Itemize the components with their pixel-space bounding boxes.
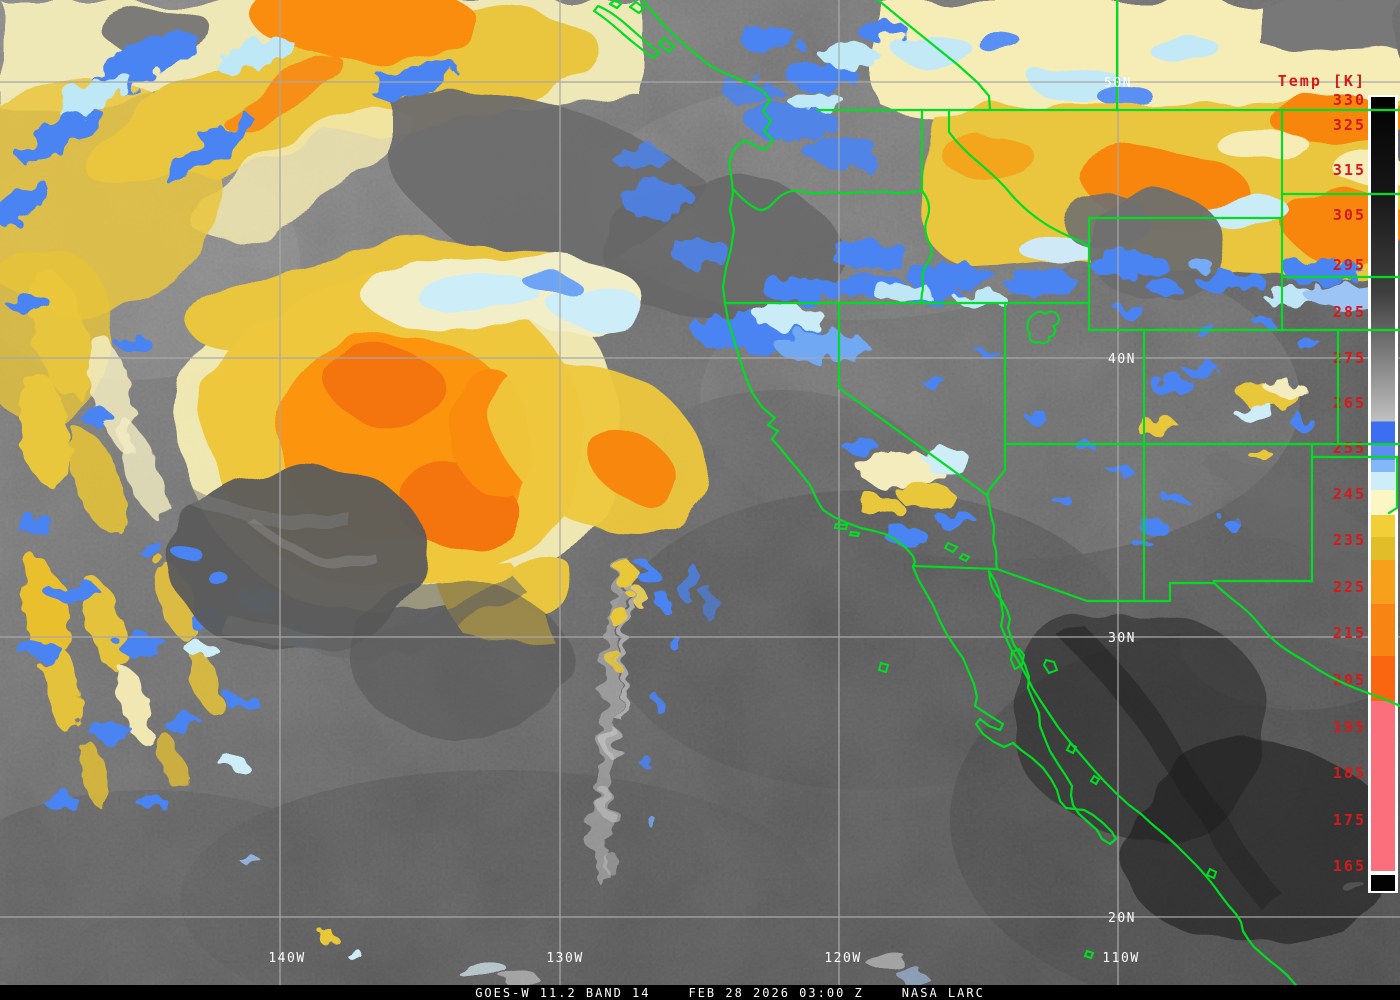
colorbar-tick: 305 xyxy=(1333,206,1366,224)
grid-labels: 50N 40N 30N 20N 140W 130W 120W 110W xyxy=(268,76,1139,966)
caption-instrument: GOES-W 11.2 BAND 14 xyxy=(475,985,651,1000)
lat-label-20n: 20N xyxy=(1108,911,1136,926)
colorbar-tick-labels: 330 325 315 305 295 285 275 265 255 245 … xyxy=(1333,91,1366,875)
great-salt-lake xyxy=(1026,310,1061,345)
colorbar-tick: 185 xyxy=(1333,764,1366,782)
colorbar-tick: 265 xyxy=(1333,394,1366,412)
bc-alberta-border xyxy=(876,0,992,112)
colorbar-tick: 195 xyxy=(1333,718,1366,736)
colorbar-tick: 285 xyxy=(1333,303,1366,321)
vancouver-island xyxy=(592,4,661,60)
cold-front-tail xyxy=(593,558,717,887)
speckle-cloud-layer xyxy=(0,20,1385,550)
nv-az-border xyxy=(985,442,1007,497)
lon-label-120w: 120W xyxy=(824,951,861,966)
rio-grande-border xyxy=(1212,581,1400,708)
caption-credit: NASA LARC xyxy=(901,985,985,1000)
mexico-terrain-shading xyxy=(1010,610,1395,945)
colorbar-tick: 315 xyxy=(1333,161,1366,179)
colorbar-tick: 175 xyxy=(1333,811,1366,829)
colorbar-gradient xyxy=(1371,97,1395,891)
temperature-colorbar: Temp [K] 330 325 315 305 295 285 275 265… xyxy=(1278,72,1398,893)
caption-datetime: FEB 28 2026 03:00 Z xyxy=(688,985,864,1000)
colorbar-tick: 330 xyxy=(1333,91,1366,109)
colorbar-tick: 235 xyxy=(1333,531,1366,549)
colorbar-tick: 205 xyxy=(1333,671,1366,689)
northern-rockies-cloud-layer xyxy=(880,0,1400,304)
lon-label-110w: 110W xyxy=(1102,951,1139,966)
bc-islands xyxy=(608,0,676,54)
lat-label-40n: 40N xyxy=(1108,352,1136,367)
pacific-coastline xyxy=(641,0,1298,985)
tx-100w-border xyxy=(1387,455,1399,515)
lon-label-140w: 140W xyxy=(268,951,305,966)
pacific-islands xyxy=(833,522,1218,960)
colorbar-tick: 325 xyxy=(1333,116,1366,134)
colorbar-tick: 225 xyxy=(1333,578,1366,596)
colorbar-tick: 275 xyxy=(1333,349,1366,367)
gulf-islands xyxy=(1009,647,1101,786)
map-borders xyxy=(592,0,1400,985)
storm-center-spiral xyxy=(168,464,570,735)
or-id-snake-border xyxy=(919,189,933,305)
colorbar-title: Temp [K] xyxy=(1278,72,1366,90)
colorbar-tick: 245 xyxy=(1333,485,1366,503)
ca-nv-az-border xyxy=(837,301,999,571)
id-mt-border xyxy=(947,108,1091,249)
lat-label-30n: 30N xyxy=(1108,631,1136,646)
colorbar-tick: 165 xyxy=(1333,857,1366,875)
lat-label-50n: 50N xyxy=(1104,76,1132,91)
us-mexico-border xyxy=(911,564,999,571)
caption-bar: GOES-W 11.2 BAND 14 FEB 28 2026 03:00 Z NA… xyxy=(0,985,1400,1000)
lon-label-130w: 130W xyxy=(546,951,583,966)
colorbar-tick: 215 xyxy=(1333,624,1366,642)
colorbar-tick: 295 xyxy=(1333,256,1366,274)
az-sonora-border xyxy=(995,567,1216,603)
wa-or-columbia-border xyxy=(731,187,924,211)
